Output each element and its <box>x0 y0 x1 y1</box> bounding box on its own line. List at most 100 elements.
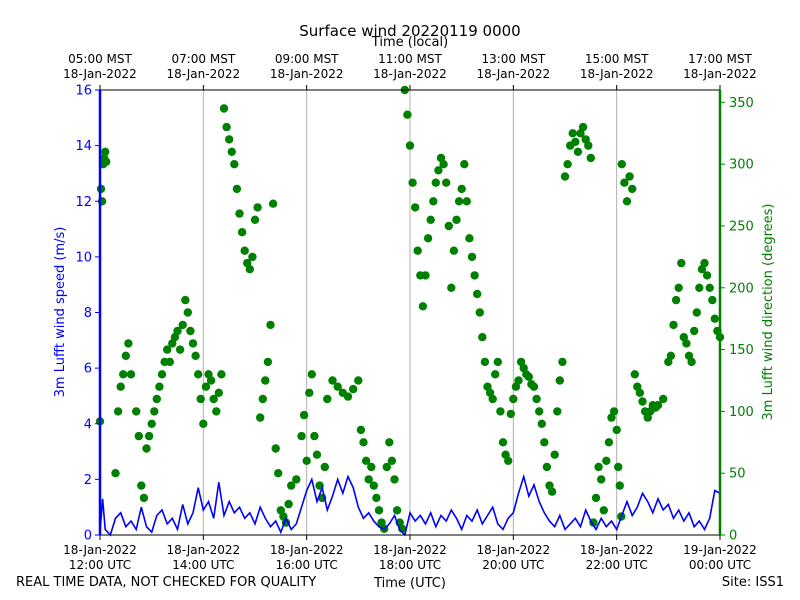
direction-point <box>628 184 637 194</box>
direction-point <box>173 326 182 336</box>
direction-point <box>465 234 474 243</box>
direction-point <box>206 376 216 385</box>
direction-point <box>493 357 502 367</box>
direction-point <box>473 289 482 299</box>
direction-point <box>374 506 384 515</box>
direction-point <box>235 209 244 218</box>
direction-point <box>614 462 623 472</box>
direction-point <box>449 246 459 255</box>
direction-point <box>157 370 167 379</box>
right-tick-label: 300 <box>729 158 754 173</box>
right-tick-label: 250 <box>729 219 754 234</box>
direction-point <box>669 320 678 330</box>
right-tick-label: 100 <box>729 405 754 420</box>
direction-point <box>444 221 453 231</box>
bottom-tick-date: 18-Jan-2022 <box>580 543 654 557</box>
direction-point <box>212 407 221 416</box>
direction-point <box>687 357 696 367</box>
direction-point <box>312 450 322 459</box>
direction-point <box>462 197 471 206</box>
direction-point <box>682 339 691 348</box>
direction-point <box>387 456 397 465</box>
direction-point <box>183 308 192 317</box>
direction-point <box>540 438 549 447</box>
top-tick-date: 18-Jan-2022 <box>580 67 654 81</box>
direction-point <box>194 370 203 379</box>
direction-point <box>137 481 146 490</box>
direction-point <box>700 258 709 268</box>
direction-point <box>442 178 451 187</box>
direction-point <box>597 475 606 484</box>
direction-point <box>256 413 265 422</box>
top-tick-time: 15:00 MST <box>585 52 649 66</box>
left-tick-label: 12 <box>75 195 92 210</box>
direction-point <box>385 438 394 447</box>
direction-point <box>705 283 714 292</box>
direction-point <box>299 410 309 420</box>
direction-point <box>620 178 629 187</box>
bottom-tick-time: 18:00 UTC <box>379 558 441 572</box>
direction-point <box>320 462 329 472</box>
direction-point <box>537 419 546 428</box>
direction-point <box>447 283 456 292</box>
direction-point <box>369 481 378 490</box>
bottom-axis-label: Time (UTC) <box>374 576 446 591</box>
direction-point <box>550 450 559 459</box>
direction-point <box>230 160 239 169</box>
bottom-tick-date: 18-Jan-2022 <box>477 543 551 557</box>
direction-point <box>250 215 260 224</box>
direction-point <box>478 333 487 342</box>
bottom-tick-date: 18-Jan-2022 <box>270 543 344 557</box>
top-tick-date: 18-Jan-2022 <box>167 67 241 81</box>
direction-point <box>310 431 319 441</box>
top-tick-date: 18-Jan-2022 <box>63 67 137 81</box>
direction-point <box>563 160 572 169</box>
direction-point <box>568 129 577 138</box>
top-tick-date: 18-Jan-2022 <box>683 67 757 81</box>
wind-direction-series <box>95 85 725 533</box>
direction-point <box>475 308 484 317</box>
top-tick-date: 18-Jan-2022 <box>477 67 551 81</box>
direction-point <box>573 147 583 156</box>
direction-point <box>181 295 190 305</box>
direction-point <box>612 425 621 435</box>
direction-point <box>584 141 593 150</box>
direction-point <box>302 456 311 465</box>
direction-point <box>542 462 552 472</box>
direction-point <box>452 215 461 224</box>
direction-point <box>702 271 712 280</box>
bottom-tick-time: 12:00 UTC <box>69 558 131 572</box>
direction-point <box>470 271 479 280</box>
direction-point <box>491 370 500 379</box>
direction-point <box>666 351 676 360</box>
direction-point <box>367 462 376 472</box>
top-tick-time: 09:00 MST <box>275 52 339 66</box>
direction-point <box>571 137 580 147</box>
direction-point <box>690 326 699 336</box>
direction-point <box>349 384 358 394</box>
direction-point <box>426 215 435 224</box>
direction-point <box>124 339 133 348</box>
direction-point <box>227 147 236 156</box>
direction-point <box>271 444 280 453</box>
direction-point <box>328 376 337 385</box>
direction-point <box>372 493 381 503</box>
direction-point <box>258 394 267 404</box>
direction-point <box>237 228 247 237</box>
direction-point <box>147 419 156 428</box>
direction-point <box>454 197 464 206</box>
direction-point <box>188 339 198 348</box>
direction-point <box>457 184 466 194</box>
direction-point <box>615 481 624 490</box>
direction-point <box>134 431 143 441</box>
top-tick-time: 07:00 MST <box>171 52 235 66</box>
direction-point <box>622 197 632 206</box>
direction-point <box>287 481 296 490</box>
top-tick-time: 05:00 MST <box>68 52 132 66</box>
direction-point <box>382 462 391 472</box>
direction-point <box>504 456 513 465</box>
direction-point <box>113 407 123 416</box>
